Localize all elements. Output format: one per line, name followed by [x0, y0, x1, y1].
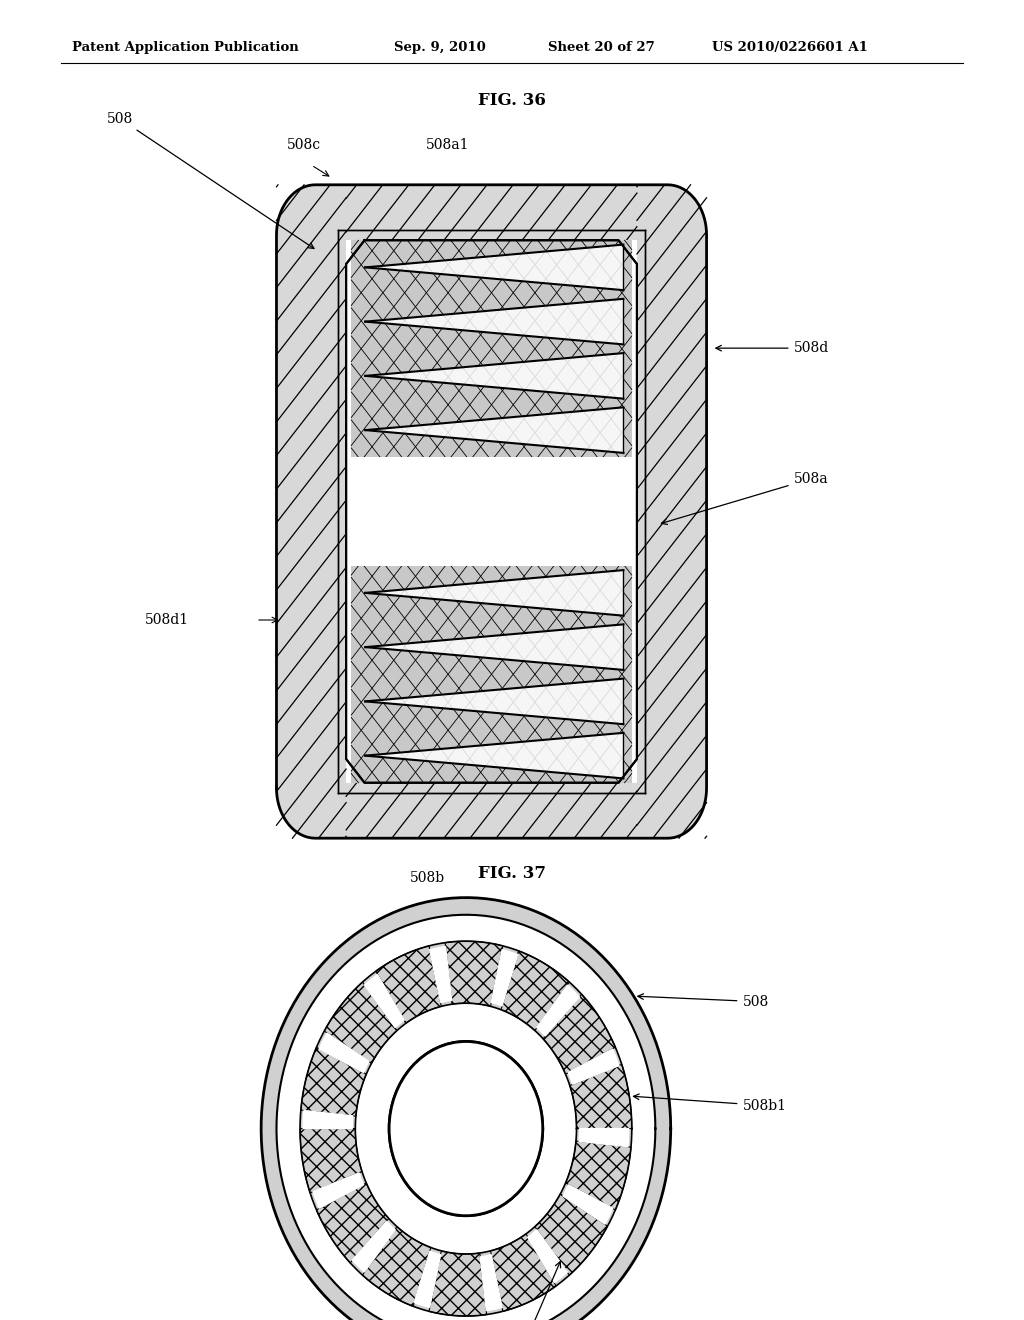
Polygon shape [316, 1183, 389, 1263]
Polygon shape [303, 1110, 353, 1129]
Polygon shape [301, 1047, 367, 1117]
Text: 508: 508 [638, 994, 769, 1008]
Polygon shape [569, 1064, 632, 1129]
Text: 508b: 508b [410, 871, 444, 886]
Ellipse shape [261, 898, 671, 1320]
Polygon shape [445, 941, 503, 1006]
Text: 508d: 508d [716, 341, 828, 355]
Polygon shape [362, 1226, 431, 1307]
Polygon shape [535, 1193, 607, 1275]
Text: Sep. 9, 2010: Sep. 9, 2010 [394, 41, 486, 54]
Bar [351, 566, 632, 783]
Polygon shape [366, 570, 624, 615]
Text: 508a: 508a [662, 471, 828, 524]
Polygon shape [569, 1064, 632, 1129]
Polygon shape [300, 1129, 362, 1193]
Text: 508b1: 508b1 [634, 1094, 786, 1113]
Polygon shape [301, 1047, 367, 1117]
Polygon shape [319, 1034, 369, 1072]
Polygon shape [490, 1234, 556, 1311]
Polygon shape [527, 1230, 567, 1283]
Polygon shape [376, 946, 441, 1023]
Ellipse shape [389, 1041, 543, 1216]
Polygon shape [352, 1221, 395, 1272]
Polygon shape [366, 733, 624, 779]
Ellipse shape [300, 941, 632, 1316]
Polygon shape [325, 982, 397, 1064]
Polygon shape [543, 994, 615, 1074]
Polygon shape [429, 1251, 486, 1316]
Polygon shape [365, 974, 404, 1027]
Polygon shape [445, 941, 503, 1006]
Polygon shape [563, 1185, 612, 1224]
Polygon shape [366, 298, 624, 345]
Bar [346, 240, 637, 783]
Polygon shape [429, 1251, 486, 1316]
Polygon shape [415, 1251, 440, 1308]
Polygon shape [480, 1255, 502, 1311]
Text: 508d1: 508d1 [145, 612, 189, 627]
Polygon shape [501, 950, 569, 1031]
Polygon shape [300, 1129, 362, 1193]
Polygon shape [565, 1140, 631, 1210]
Polygon shape [537, 985, 580, 1036]
Polygon shape [490, 1234, 556, 1311]
Ellipse shape [389, 1041, 543, 1216]
Polygon shape [316, 1183, 389, 1263]
Text: FIG. 37: FIG. 37 [478, 866, 546, 882]
Polygon shape [366, 352, 624, 399]
Polygon shape [276, 185, 707, 838]
Polygon shape [492, 949, 517, 1006]
Polygon shape [366, 408, 624, 453]
Polygon shape [366, 244, 624, 290]
Polygon shape [579, 1129, 629, 1147]
Ellipse shape [355, 1003, 577, 1254]
Text: US 2010/0226601 A1: US 2010/0226601 A1 [712, 41, 867, 54]
Polygon shape [501, 950, 569, 1031]
Text: Sheet 20 of 27: Sheet 20 of 27 [548, 41, 654, 54]
Polygon shape [568, 1049, 618, 1084]
Polygon shape [565, 1140, 631, 1210]
Polygon shape [313, 1173, 364, 1208]
Polygon shape [362, 1226, 431, 1307]
Text: Patent Application Publication: Patent Application Publication [72, 41, 298, 54]
Polygon shape [366, 678, 624, 725]
Text: FIG. 36: FIG. 36 [478, 92, 546, 108]
Ellipse shape [276, 915, 655, 1320]
Text: 508c: 508c [288, 137, 322, 152]
Polygon shape [376, 946, 441, 1023]
Polygon shape [366, 624, 624, 671]
Polygon shape [325, 982, 397, 1064]
Text: 508a2: 508a2 [390, 525, 433, 540]
Text: 508b: 508b [469, 1262, 560, 1320]
Polygon shape [535, 1193, 607, 1275]
Bar [351, 240, 632, 457]
Bar [351, 457, 632, 566]
Text: 508: 508 [106, 112, 314, 248]
Polygon shape [430, 946, 452, 1002]
Text: 508a1: 508a1 [426, 137, 470, 152]
Polygon shape [543, 994, 615, 1074]
